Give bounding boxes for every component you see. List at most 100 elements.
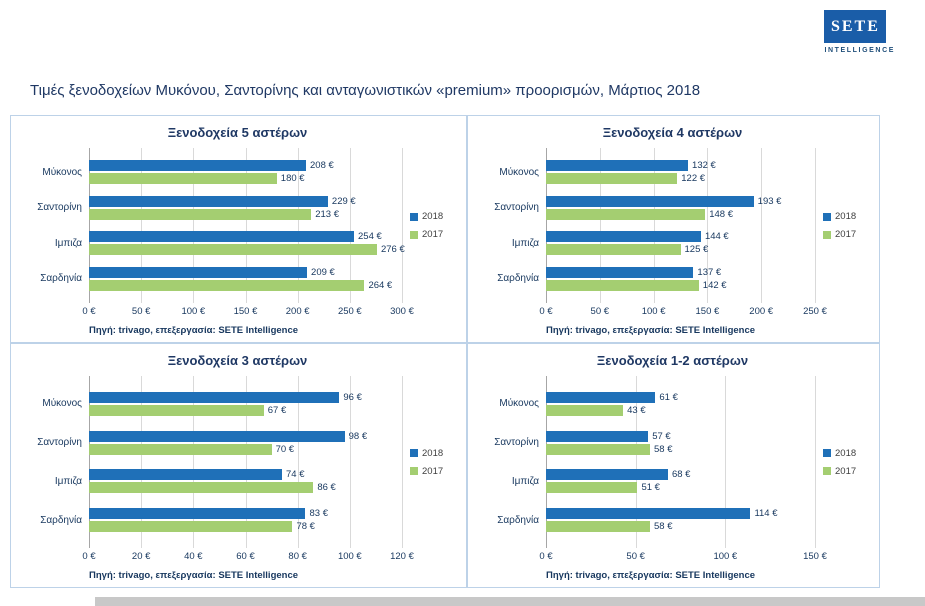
bar-group: 144 €125 €: [546, 230, 815, 256]
value-label: 51 €: [641, 482, 660, 494]
chart-body: Μύκονος Σαντορίνη Ιμπιζα Σαρδηνία 96 € 67 € 98…: [21, 376, 454, 548]
bar-2017: [546, 208, 706, 220]
category-label: Σαρδηνία: [497, 514, 539, 526]
bar-2018: [546, 391, 656, 403]
axis-tick: 0 €: [539, 551, 553, 562]
bar-group: 98 € 70 €: [89, 430, 402, 456]
bar-2017: [546, 404, 624, 416]
chart-panel-5-stars: Ξενοδοχεία 5 αστέρων Μύκονος Σαντορίνη Ιμπι…: [10, 115, 467, 343]
source-note: Πηγή: trivago, επεξεργασία: SETE Intelli…: [89, 325, 299, 336]
category-label: Σαντορίνη: [37, 202, 82, 214]
axis-tick: 0 €: [82, 551, 96, 562]
bar-line: 74 €: [89, 469, 402, 481]
axis-tick: 200 €: [285, 306, 310, 317]
axis-tick: 0 €: [539, 306, 553, 317]
value-label: 78 €: [296, 521, 315, 533]
bar-group: 254 €276 €: [89, 230, 405, 256]
bar-line: 254 €: [89, 231, 402, 243]
legend-item: 2018: [823, 211, 867, 222]
bar-group: 96 € 67 €: [89, 391, 402, 417]
legend-swatch-2018: [410, 449, 418, 457]
category-label: Σαντορίνη: [494, 202, 539, 214]
bar-line: 96 €: [89, 391, 402, 403]
gridline: [707, 148, 709, 303]
gridline: [653, 148, 655, 303]
bar-line: 78 €: [89, 521, 402, 533]
bar-line: 264 €: [89, 279, 402, 291]
bar-group: 57 €58 €: [546, 430, 815, 456]
bar-line: 148 €: [546, 208, 815, 220]
bottom-scrollbar-track: [95, 597, 925, 606]
value-label: 58 €: [654, 521, 673, 533]
plot-area: 208 € 180 € 229 €213 € 254 €276 € 209 € 264 €: [89, 148, 405, 303]
axis-line: [89, 148, 90, 303]
value-label: 125 €: [684, 244, 709, 256]
legend: 2018 2017: [815, 376, 867, 548]
value-label: 83 €: [309, 508, 328, 520]
gridline: [245, 376, 247, 548]
bar-2018: [89, 231, 354, 243]
plot-area: 96 € 67 € 98 € 70 € 74 € 86 € 83 €78 €: [89, 376, 403, 548]
bar-line: 229 €: [89, 195, 402, 207]
category-label: Ιμπιζα: [511, 237, 539, 249]
bar-line: 144 €: [546, 231, 815, 243]
value-label: 114 €: [754, 508, 778, 520]
legend-swatch-2017: [410, 467, 418, 475]
sete-logo-text: SETE: [830, 17, 880, 35]
bar-line: 70 €: [89, 443, 402, 455]
source-note: Πηγή: trivago, επεξεργασία: SETE Intelli…: [546, 570, 756, 581]
category-label: Μύκονος: [42, 398, 82, 410]
gridline: [245, 148, 247, 303]
category-label: Μύκονος: [499, 398, 539, 410]
bar-2017: [546, 443, 650, 455]
chart-panel-1-2-stars: Ξενοδοχεία 1-2 αστέρων Μύκονος Σαντορίνη Ιμ…: [467, 343, 880, 588]
category-axis: Μύκονος Σαντορίνη Ιμπιζα Σαρδηνία: [478, 148, 546, 303]
legend-label: 2017: [835, 229, 857, 240]
bar-2018: [546, 469, 668, 481]
bar-line: 142 €: [546, 279, 815, 291]
chart-title: Ξενοδοχεία 3 αστέρων: [167, 353, 308, 368]
bar-2018: [89, 266, 308, 278]
bar-2017: [89, 173, 277, 185]
bar-line: 57 €: [546, 430, 815, 442]
category-label: Ιμπιζα: [511, 475, 539, 487]
category-label: Σαρδηνία: [40, 514, 82, 526]
bar-2018: [546, 195, 754, 207]
legend-swatch-2018: [823, 212, 831, 221]
value-label: 122 €: [681, 173, 706, 185]
gridline: [297, 376, 299, 548]
legend-label: 2017: [835, 465, 857, 477]
legend: 2018 2017: [815, 148, 867, 303]
axis-tick: 150 €: [233, 306, 258, 317]
axis-line: [89, 376, 90, 548]
value-label: 213 €: [315, 208, 339, 220]
bar-2018: [546, 231, 701, 243]
gridline: [402, 148, 403, 303]
axis-tick: 150 €: [803, 551, 827, 562]
bar-2017: [546, 244, 681, 256]
bar-2018: [89, 430, 345, 442]
gridline: [141, 376, 143, 548]
axis-line: [546, 376, 547, 548]
legend-swatch-2017: [823, 467, 831, 475]
bar-2017: [89, 443, 272, 455]
axis-tick: 50 €: [626, 551, 645, 562]
chart-title: Ξενοδοχεία 5 αστέρων: [167, 125, 308, 140]
bar-group: 208 € 180 €: [89, 159, 402, 185]
axis-tick: 0 €: [82, 306, 96, 317]
gridline: [725, 376, 727, 548]
value-label: 58 €: [654, 443, 673, 455]
bar-2017: [546, 521, 650, 533]
axis-tick: 150 €: [695, 306, 720, 317]
value-label: 67 €: [267, 404, 287, 416]
bar-line: 213 €: [89, 208, 402, 220]
bar-2017: [546, 279, 699, 291]
legend-swatch-2017: [823, 230, 831, 239]
bar-line: 43 €: [546, 404, 815, 416]
value-label: 98 €: [348, 430, 368, 442]
value-label: 86 €: [317, 482, 336, 494]
bar-line: 276 €: [89, 244, 405, 256]
legend-label: 2018: [422, 211, 444, 222]
bar-group: 229 €213 €: [89, 195, 402, 221]
value-label: 132 €: [692, 160, 716, 172]
